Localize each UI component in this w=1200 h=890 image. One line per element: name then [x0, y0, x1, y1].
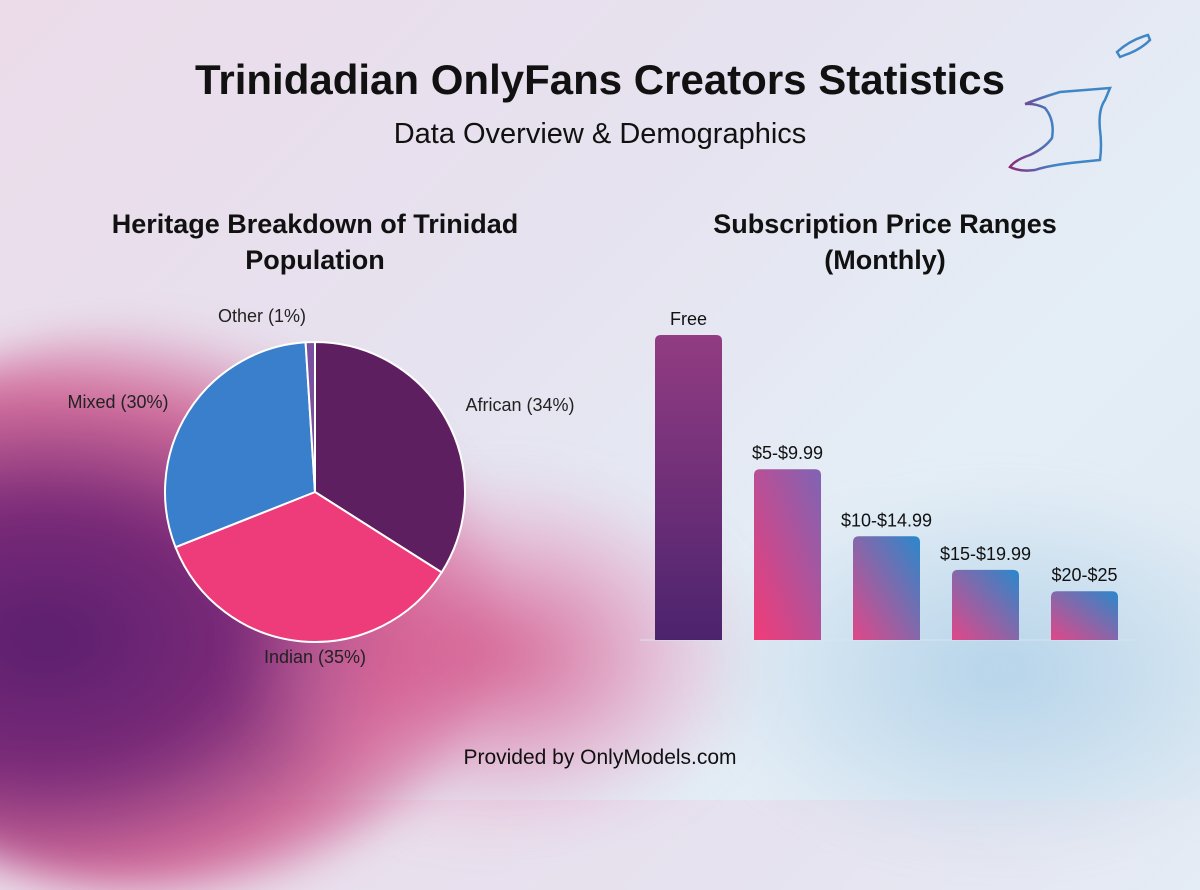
pie-slice-other: [304, 340, 316, 493]
pie-slice-mixed: [164, 341, 317, 549]
bar-label-2: $10-$14.99: [841, 510, 932, 530]
bar-4: [1051, 591, 1118, 640]
charts-canvas: African (34%) Indian (35%) Mixed (30%) Othe…: [67, 306, 1135, 667]
pie-label-indian: Indian (35%): [264, 647, 366, 667]
bar-chart-title: Subscription Price Ranges (Monthly): [713, 209, 1057, 275]
bar-label-0: Free: [670, 309, 707, 329]
pie-label-mixed: Mixed (30%): [67, 392, 168, 412]
bar-3: [952, 569, 1019, 640]
bar-label-1: $5-$9.99: [752, 443, 823, 463]
page-subtitle: Data Overview & Demographics: [393, 118, 807, 150]
pie-label-african: African (34%): [465, 395, 574, 415]
bar-0: [655, 335, 722, 640]
page-title: Trinidadian OnlyFans Creators Statistics: [195, 56, 1005, 103]
bar-label-3: $15-$19.99: [940, 544, 1031, 564]
bar-label-4: $20-$25: [1051, 565, 1117, 585]
pie-label-other: Other (1%): [218, 306, 306, 326]
footer-credit: Provided by OnlyModels.com: [463, 746, 737, 769]
pie-slice-indian: [174, 490, 444, 643]
pie-chart-title: Heritage Breakdown of Trinidad Populatio…: [111, 209, 519, 275]
bar-2: [853, 536, 920, 640]
bar-1: [754, 469, 821, 640]
